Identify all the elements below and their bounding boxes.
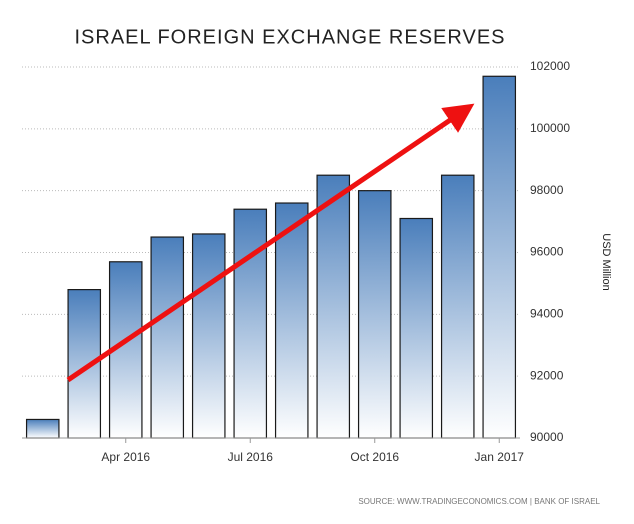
bar <box>233 208 268 439</box>
source: SOURCE: WWW.TRADINGECONOMICS.COM | BANK … <box>358 497 600 506</box>
bar <box>25 418 60 439</box>
y-tick-label: 90000 <box>530 430 564 444</box>
y-tick-label: 92000 <box>530 368 564 382</box>
y-tick-label: 100000 <box>530 121 570 135</box>
plot-area: 90000 92000 94000 96000 98000 100000 102000 Apr… <box>22 59 570 464</box>
bar <box>150 236 185 439</box>
x-tick-label: Apr 2016 <box>101 450 150 464</box>
y-tick-label: 96000 <box>530 245 564 259</box>
x-tick-label: Jul 2016 <box>228 450 274 464</box>
bar <box>191 233 226 439</box>
bar <box>274 202 309 439</box>
bar <box>482 75 517 439</box>
bar <box>316 174 351 439</box>
bar <box>357 190 392 439</box>
bar <box>399 217 434 439</box>
bar <box>440 174 475 439</box>
y-tick-label: 94000 <box>530 307 564 321</box>
trend-arrow <box>66 103 475 383</box>
y-tick-label: 98000 <box>530 183 564 197</box>
chart-title: ISRAEL FOREIGN EXCHANGE RESERVES <box>75 26 506 48</box>
y-tick-label: 102000 <box>530 59 570 73</box>
x-tick-label: Oct 2016 <box>350 450 399 464</box>
x-tick-label: Jan 2017 <box>475 450 525 464</box>
y-axis-label: USD Million <box>600 233 612 290</box>
